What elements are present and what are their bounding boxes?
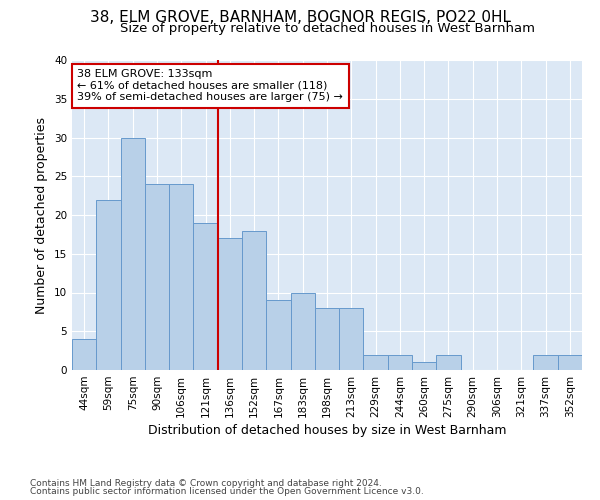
Bar [290,292,315,370]
Title: Size of property relative to detached houses in West Barnham: Size of property relative to detached ho… [119,22,535,35]
Bar [145,184,169,370]
Bar [72,339,96,370]
Bar [364,354,388,370]
Bar [121,138,145,370]
Bar [96,200,121,370]
Text: Contains public sector information licensed under the Open Government Licence v3: Contains public sector information licen… [30,487,424,496]
Text: 38, ELM GROVE, BARNHAM, BOGNOR REGIS, PO22 0HL: 38, ELM GROVE, BARNHAM, BOGNOR REGIS, PO… [89,10,511,25]
Bar [315,308,339,370]
Bar [193,223,218,370]
Bar [436,354,461,370]
X-axis label: Distribution of detached houses by size in West Barnham: Distribution of detached houses by size … [148,424,506,437]
Bar [533,354,558,370]
Bar [169,184,193,370]
Bar [218,238,242,370]
Bar [412,362,436,370]
Bar [388,354,412,370]
Text: 38 ELM GROVE: 133sqm
← 61% of detached houses are smaller (118)
39% of semi-deta: 38 ELM GROVE: 133sqm ← 61% of detached h… [77,70,343,102]
Bar [266,300,290,370]
Bar [242,230,266,370]
Y-axis label: Number of detached properties: Number of detached properties [35,116,49,314]
Text: Contains HM Land Registry data © Crown copyright and database right 2024.: Contains HM Land Registry data © Crown c… [30,478,382,488]
Bar [558,354,582,370]
Bar [339,308,364,370]
